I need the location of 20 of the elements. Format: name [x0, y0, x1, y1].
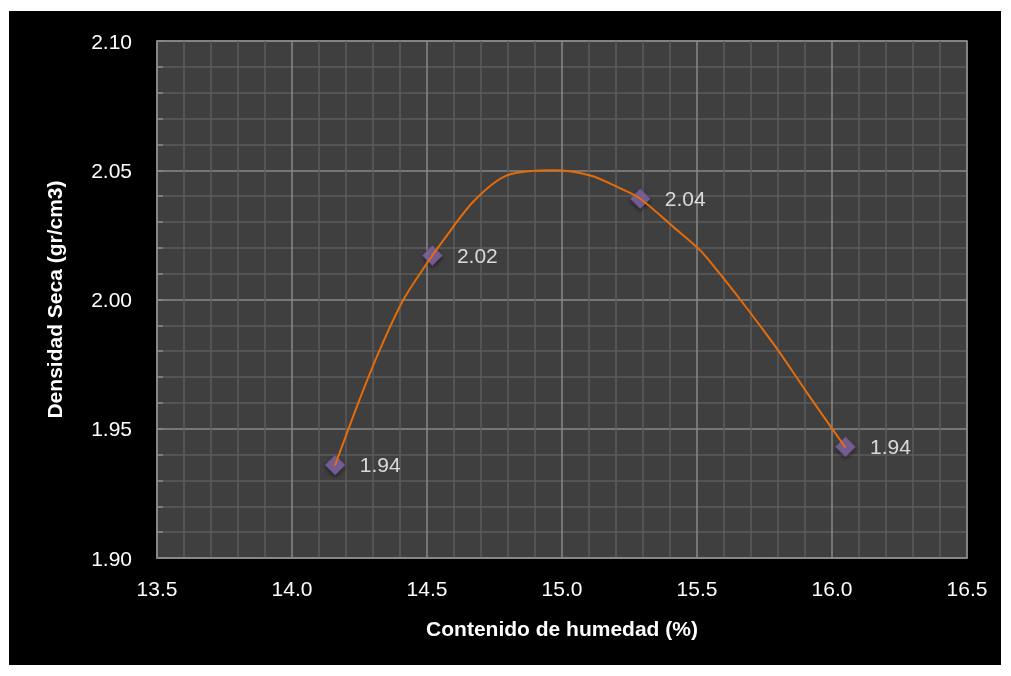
x-tick-label: 14.0 — [271, 577, 313, 600]
point — [835, 436, 856, 458]
y-tick-label: 2.00 — [91, 288, 132, 311]
data-label: 2.02 — [456, 244, 498, 268]
point — [324, 454, 346, 476]
x-tick-label: 16.5 — [946, 577, 988, 600]
y-tick-label: 1.90 — [91, 546, 132, 570]
x-tick-label: 16.0 — [811, 577, 853, 600]
x-tick-label: 14.5 — [406, 577, 448, 600]
y-tick-label: 2.05 — [91, 158, 132, 182]
x-tick-label: 13.5 — [136, 577, 178, 600]
data-label: 1.94 — [359, 453, 401, 477]
x-tick-label: 15.0 — [541, 577, 583, 600]
y-axis-title: Densidad Seca (gr/cm3) — [43, 180, 66, 419]
data-label: 1.94 — [870, 435, 912, 459]
y-tick-label: 1.95 — [91, 417, 132, 441]
x-tick-label: 15.5 — [676, 577, 718, 600]
x-axis-title: Contenido de humedad (%) — [426, 617, 698, 640]
data-label: 2.04 — [664, 187, 706, 211]
y-tick-label: 2.10 — [91, 29, 132, 53]
